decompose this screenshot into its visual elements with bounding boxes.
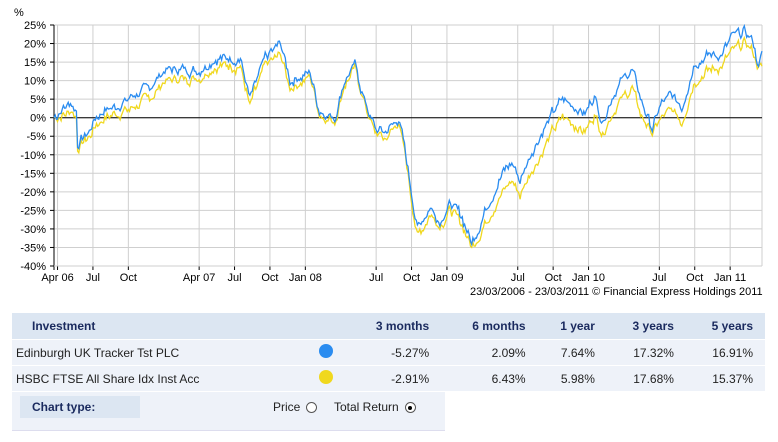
y-tick-label: -15% <box>20 168 46 180</box>
x-tick-label: Apr 07 <box>183 272 215 284</box>
legend-cell <box>301 339 345 366</box>
y-tick-label: -30% <box>20 224 46 236</box>
x-tick-label: Jul <box>511 272 525 284</box>
col-6m: 6 months <box>441 313 538 340</box>
x-tick-label: Oct <box>686 272 703 284</box>
y-tick-label: -25% <box>20 205 46 217</box>
table-row: HSBC FTSE All Share Idx Inst Acc -2.91% … <box>12 365 765 391</box>
value-cell: 6.43% <box>441 365 538 391</box>
table-row: Edinburgh UK Tracker Tst PLC -5.27% 2.09… <box>12 339 765 366</box>
y-tick-label: 5% <box>30 94 46 106</box>
y-tick-label: 15% <box>24 57 46 69</box>
x-tick-label: Apr 06 <box>41 272 73 284</box>
value-cell: -5.27% <box>344 339 442 366</box>
y-tick-label: 25% <box>24 20 46 32</box>
value-cell: -2.91% <box>344 365 442 391</box>
x-tick-label: Jan 10 <box>572 272 605 284</box>
value-cell: 17.68% <box>606 365 686 391</box>
y-tick-label: 10% <box>24 76 46 88</box>
option-price-label: Price <box>273 400 301 414</box>
x-tick-label: Jan 11 <box>714 272 746 284</box>
x-tick-label: Jul <box>86 272 100 284</box>
option-price[interactable]: Price <box>273 396 318 418</box>
col-investment: Investment <box>12 313 302 340</box>
chart-copyright: 23/03/2006 - 23/03/2011 © Financial Expr… <box>470 286 763 298</box>
chart-type-panel: Chart type: Price Total Return <box>12 392 445 431</box>
performance-chart: %25% 20% 15% 10% 5% 0% -5% -10% -15% -20% -25% -30%… <box>14 7 763 284</box>
x-tick-label: Jul <box>228 272 242 284</box>
x-tick-label: Oct <box>120 272 137 284</box>
option-total-return[interactable]: Total Return <box>334 396 416 418</box>
y-tick-label: -10% <box>20 150 46 162</box>
value-cell: 2.09% <box>441 339 538 366</box>
x-tick-label: Jul <box>652 272 666 284</box>
chart-type-label: Chart type: <box>20 396 140 418</box>
value-cell: 16.91% <box>685 339 765 366</box>
value-cell: 15.37% <box>685 365 765 391</box>
x-tick-label: Jan 09 <box>430 272 463 284</box>
y-tick-label: 0% <box>30 113 46 125</box>
series-line-edinburgh <box>53 23 763 247</box>
value-cell: 17.32% <box>606 339 686 366</box>
y-tick-label: -40% <box>20 261 46 273</box>
investment-name[interactable]: HSBC FTSE All Share Idx Inst Acc <box>12 365 302 391</box>
y-tick-label: -35% <box>20 242 46 254</box>
legend-dot-icon <box>318 370 333 384</box>
value-cell: 7.64% <box>537 339 607 366</box>
series-line-hsbc <box>53 35 763 249</box>
value-cell: 5.98% <box>537 365 607 391</box>
performance-table: Investment 3 months 6 months 1 year 3 ye… <box>12 313 765 391</box>
col-5y: 5 years <box>685 313 765 340</box>
option-total-return-label: Total Return <box>334 400 399 414</box>
y-tick-label: -20% <box>20 187 46 199</box>
y-axis-label: % <box>14 7 24 19</box>
x-tick-label: Jan 08 <box>289 272 322 284</box>
x-tick-label: Oct <box>545 272 562 284</box>
price-radio[interactable] <box>306 402 318 414</box>
investment-name[interactable]: Edinburgh UK Tracker Tst PLC <box>12 339 302 366</box>
x-tick-label: Oct <box>261 272 278 284</box>
x-tick-label: Jul <box>369 272 383 284</box>
col-3y: 3 years <box>606 313 686 340</box>
col-1y: 1 year <box>537 313 607 340</box>
x-tick-label: Oct <box>403 272 420 284</box>
y-tick-label: 20% <box>24 39 46 51</box>
total-return-radio[interactable] <box>404 402 416 414</box>
legend-cell <box>301 365 345 391</box>
y-tick-label: -5% <box>26 131 46 143</box>
table-header-row: Investment 3 months 6 months 1 year 3 ye… <box>12 313 765 340</box>
col-color <box>301 313 345 340</box>
col-3m: 3 months <box>344 313 442 340</box>
legend-dot-icon <box>318 344 333 358</box>
